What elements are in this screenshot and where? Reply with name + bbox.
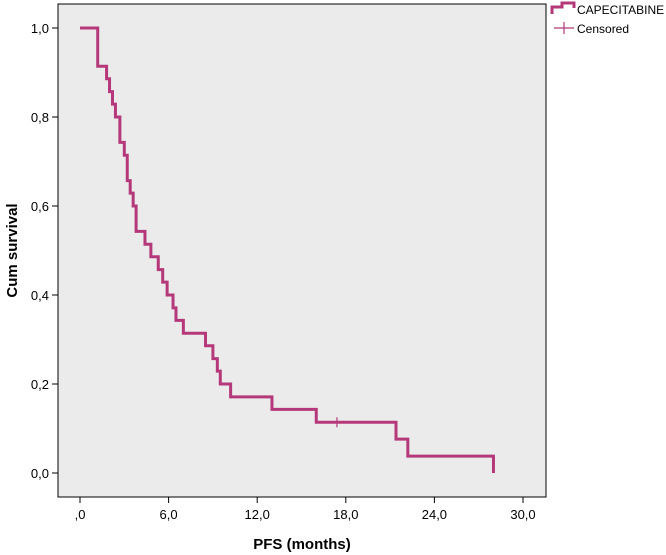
x-axis-title: PFS (months): [253, 536, 351, 553]
x-tick-label: 30,0: [510, 507, 535, 522]
y-tick-label: 0,0: [31, 466, 49, 481]
y-tick-label: 0,2: [31, 377, 49, 392]
y-tick-label: 0,8: [31, 110, 49, 125]
legend-step-symbol: [550, 1, 576, 14]
legend-label-capecitabine: CAPECITABINE: [577, 3, 664, 17]
x-tick-label: 18,0: [333, 507, 358, 522]
x-tick-label: ,0: [75, 507, 86, 522]
y-tick-label: 1,0: [31, 21, 49, 36]
x-tick-label: 24,0: [422, 507, 447, 522]
plot-area: [57, 3, 547, 498]
y-axis-title: Cum survival: [4, 203, 21, 297]
y-tick-label: 0,6: [31, 199, 49, 214]
x-tick-label: 12,0: [245, 507, 270, 522]
legend: CAPECITABINE Censored: [550, 1, 664, 36]
y-tick-label: 0,4: [31, 288, 49, 303]
series-layer: [80, 26, 495, 473]
x-tick-label: 6,0: [160, 507, 178, 522]
survival-curve-capecitabine: [80, 26, 495, 473]
axes: ,0 6,0 12,0 18,0 24,0 30,0 0,0 0,2 0,4 0,6 0,8 1,0: [31, 21, 536, 522]
legend-label-censored: Censored: [577, 22, 629, 36]
legend-censor-symbol: [554, 22, 574, 34]
